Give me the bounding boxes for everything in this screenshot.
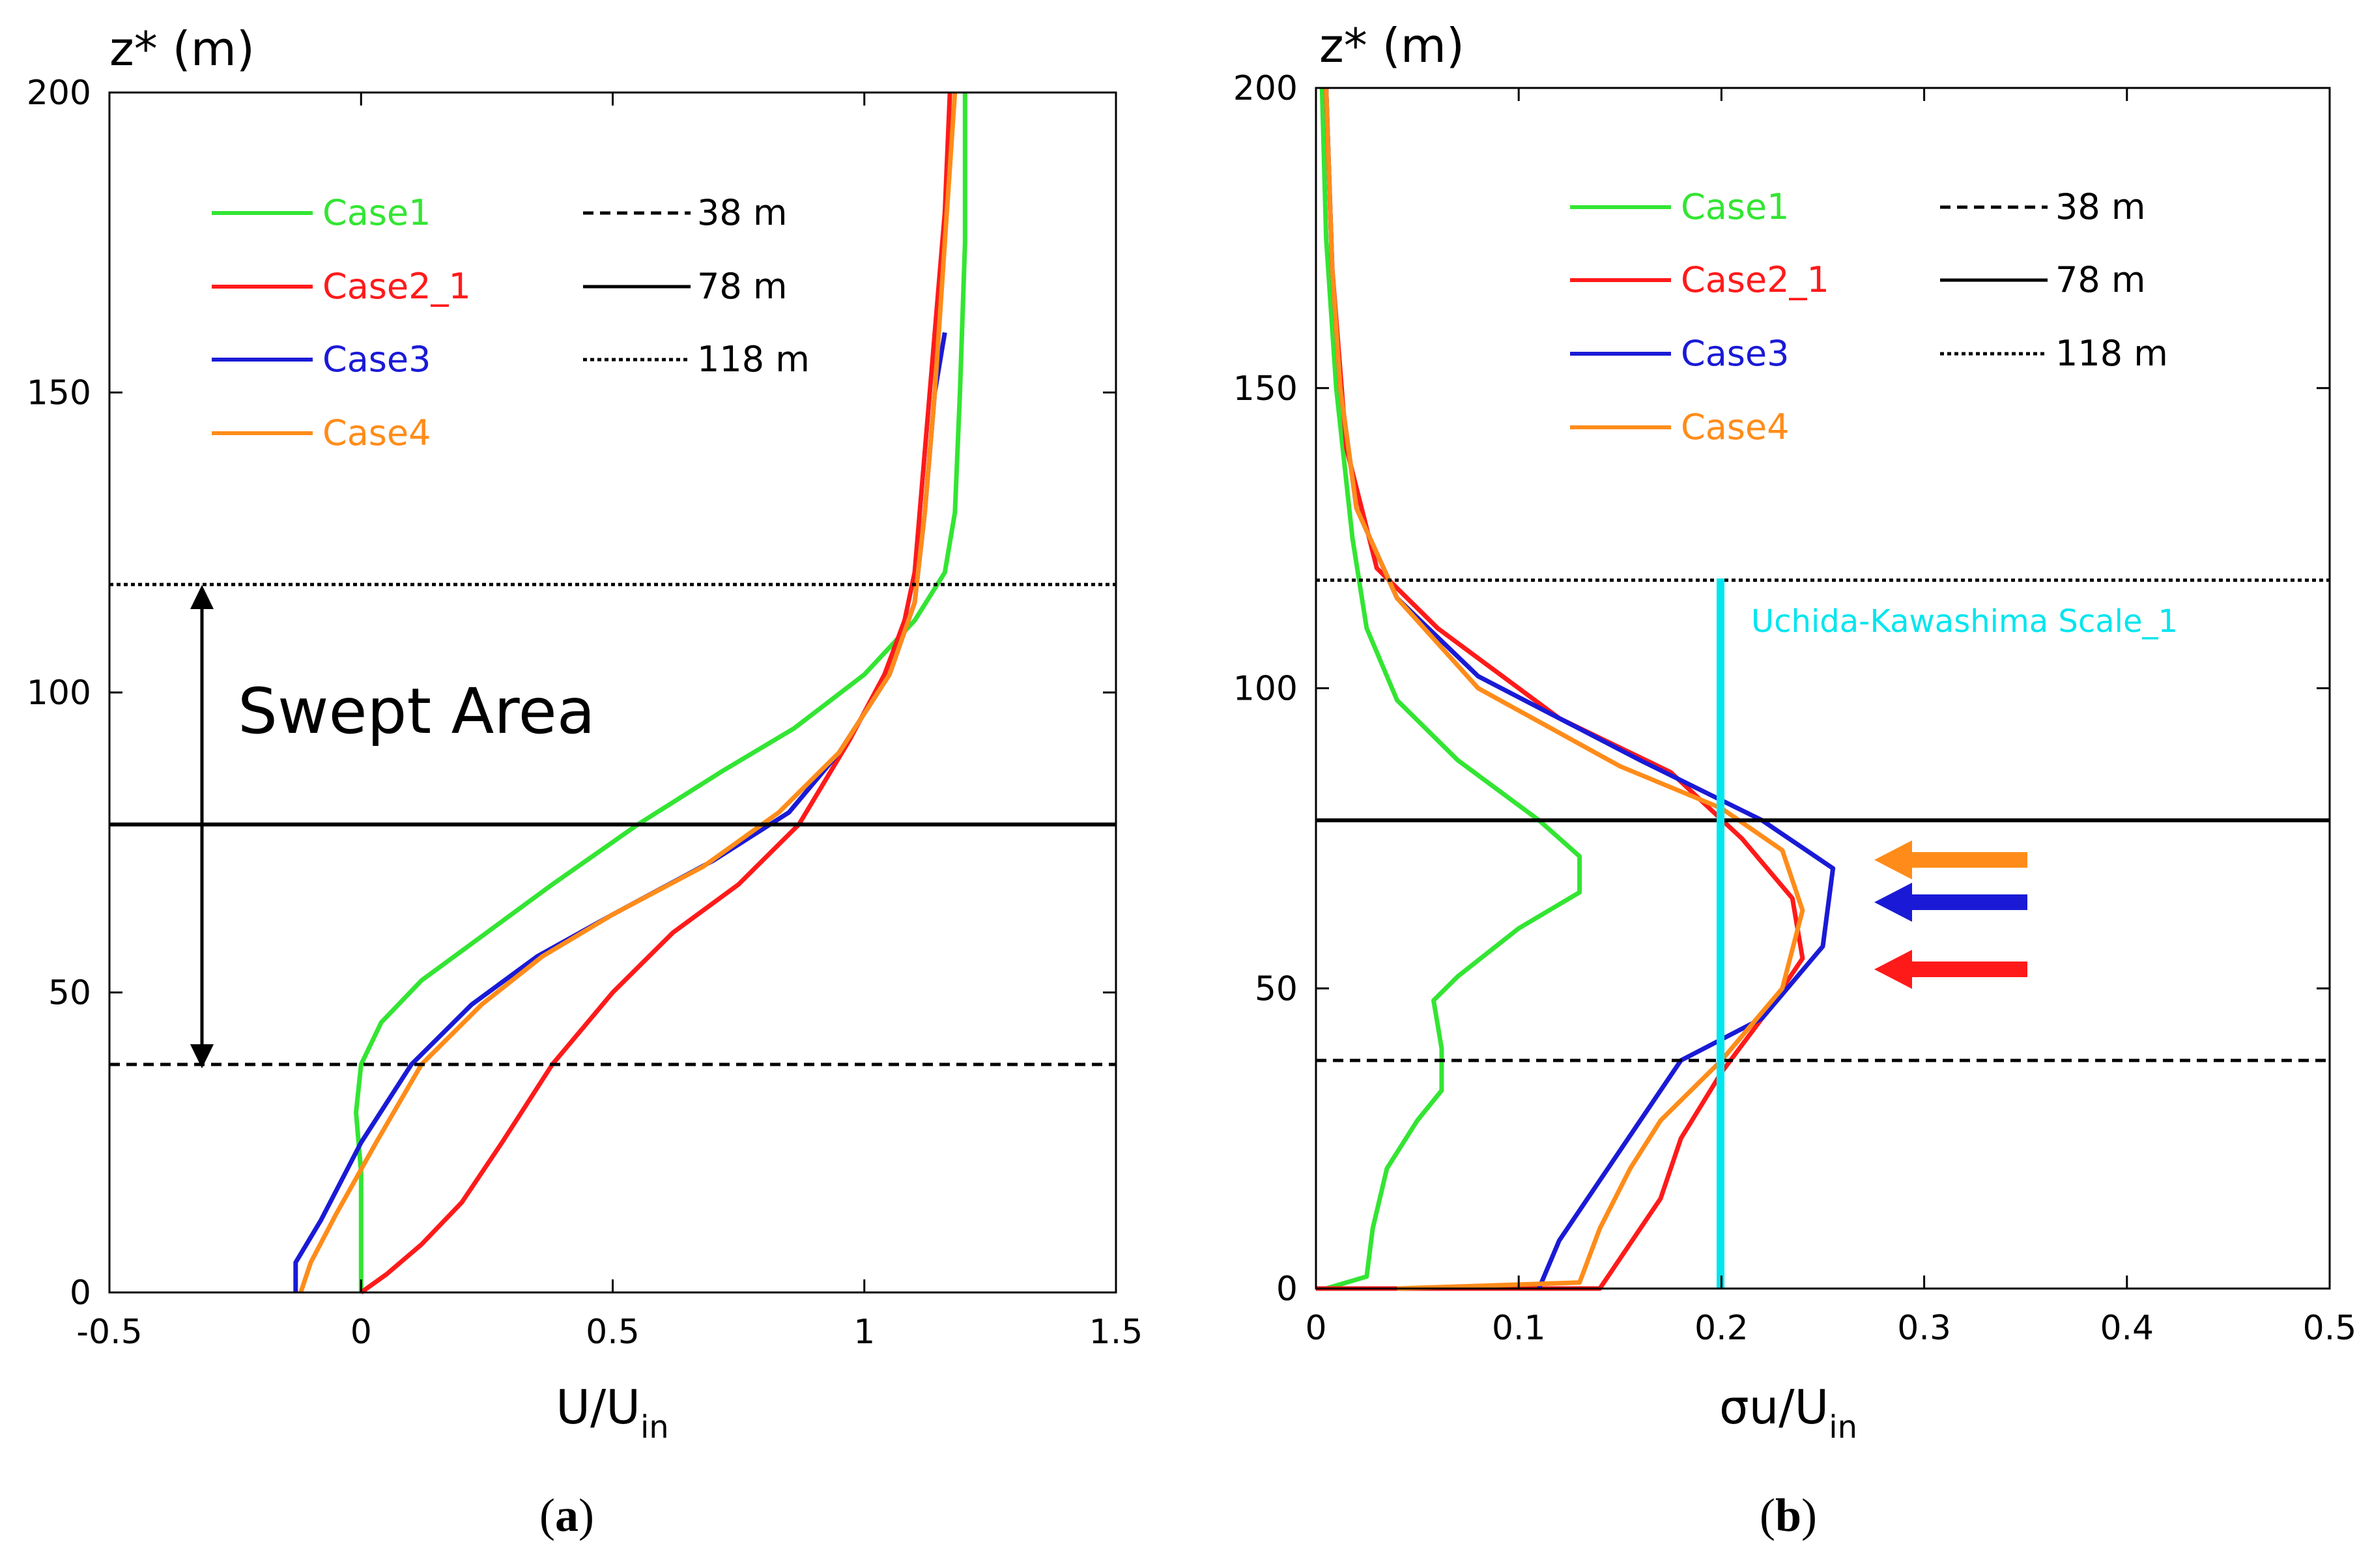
legend-a-case4-label: Case4 (322, 412, 431, 453)
panel-a-yticks: 0 50 100 150 200 (27, 74, 1116, 1313)
xtick-label: 0.5 (2303, 1309, 2357, 1348)
legend-b-case4-label: Case4 (1681, 406, 1790, 448)
panel-a-xlabel-main: U/U (556, 1380, 640, 1434)
legend-a-118m-label: 118 m (697, 339, 810, 380)
xtick-label: 0.2 (1694, 1309, 1749, 1348)
panel-b: z* (m) Uchida-Kawashima Scale_1 0 50 100 15… (1233, 18, 2357, 1541)
ytick-label: 150 (1233, 369, 1298, 408)
ytick-label: 150 (27, 374, 91, 413)
panel-b-series (1316, 87, 1836, 1291)
legend-b-38m-label: 38 m (2055, 186, 2145, 227)
ytick-label: 50 (1255, 969, 1298, 1008)
peak-arrow-case3-head (1874, 883, 1912, 922)
panel-b-xlabel-main: σu/U (1719, 1380, 1829, 1434)
peak-arrows (1874, 840, 2027, 989)
peak-arrow-case4-head (1874, 840, 1912, 879)
panel-a-legend: Case1 Case2_1 Case3 Case4 38 m 78 m 118 … (212, 192, 810, 453)
legend-b-case2-label: Case2_1 (1681, 259, 1829, 300)
xtick-label: 1.5 (1089, 1313, 1143, 1352)
panel-a-xlabel: U/Uin (556, 1380, 668, 1446)
legend-b-case3-label: Case3 (1681, 333, 1790, 374)
peak-arrow-case2-head (1874, 950, 1912, 989)
legend-b-118m-label: 118 m (2055, 333, 2168, 374)
panel-b-xlabel-sub: in (1829, 1409, 1857, 1446)
series-line-case3 (293, 332, 947, 1292)
xtick-label: 0 (1305, 1309, 1326, 1348)
panel-b-legend: Case1 Case2_1 Case3 Case4 38 m 78 m 118 … (1570, 186, 2168, 448)
ytick-label: 200 (1233, 69, 1298, 108)
series-line-case4 (298, 92, 958, 1294)
ytick-label: 0 (1276, 1270, 1298, 1309)
uk-scale-label: Uchida-Kawashima Scale_1 (1751, 603, 2178, 640)
panel-b-height-lines (1316, 578, 2330, 1062)
panel-b-xticks: 0 0.1 0.2 0.3 0.4 0.5 (1305, 88, 2356, 1348)
series-line-case2-1 (360, 92, 952, 1294)
panel-b-caption: (b) (1760, 1489, 1817, 1541)
panel-a-caption-letter: a (555, 1489, 579, 1541)
panel-b-ylabel: z* (m) (1319, 18, 1465, 73)
xtick-label: 0.1 (1492, 1309, 1546, 1348)
swept-area-arrowhead-bottom (190, 1044, 214, 1068)
ytick-label: 0 (70, 1274, 91, 1313)
series-line-case1 (1319, 87, 1582, 1291)
series-line-case4 (1324, 87, 1805, 1291)
panel-b-yticks: 0 50 100 150 200 (1233, 69, 2330, 1309)
swept-area-annotation: Swept Area (190, 585, 595, 1068)
ytick-label: 50 (48, 974, 91, 1013)
swept-area-arrowhead-top (190, 585, 214, 609)
panel-a-xlabel-sub: in (640, 1409, 669, 1446)
panel-a-xticks: -0.5 0 0.5 1 1.5 (76, 93, 1143, 1352)
legend-a-38m-label: 38 m (697, 192, 787, 233)
xtick-label: 0.4 (2100, 1309, 2154, 1348)
ytick-label: 200 (27, 74, 91, 113)
xtick-label: 0.3 (1897, 1309, 1951, 1348)
legend-a-case3-label: Case3 (322, 339, 431, 380)
swept-area-label: Swept Area (238, 675, 595, 748)
legend-a-78m-label: 78 m (697, 266, 787, 307)
xtick-label: -0.5 (76, 1313, 142, 1352)
panel-a-height-lines (109, 582, 1116, 1066)
xtick-label: 1 (853, 1313, 875, 1352)
panel-b-caption-letter: b (1775, 1489, 1801, 1541)
legend-b-case1-label: Case1 (1681, 186, 1790, 227)
panel-b-xlabel: σu/Uin (1719, 1380, 1857, 1446)
legend-a-case1-label: Case1 (322, 192, 431, 233)
panel-a-ylabel: z* (m) (109, 21, 255, 76)
ytick-label: 100 (27, 674, 91, 713)
legend-b-78m-label: 78 m (2055, 259, 2145, 300)
xtick-label: 0.5 (586, 1313, 640, 1352)
xtick-label: 0 (350, 1313, 372, 1352)
panel-a-caption: (a) (539, 1489, 594, 1541)
legend-a-case2-label: Case2_1 (322, 266, 471, 307)
ytick-label: 100 (1233, 670, 1298, 709)
